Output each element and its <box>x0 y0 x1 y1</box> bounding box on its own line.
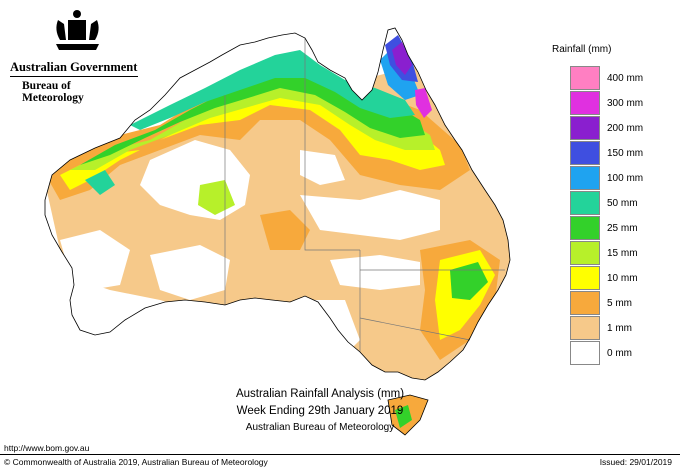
legend-swatch <box>570 241 600 265</box>
legend-label: 100 mm <box>607 173 644 184</box>
bureau-title: Bureau of Meteorology <box>22 80 84 104</box>
legend-swatch <box>570 166 600 190</box>
government-title: Australian Government <box>10 60 138 74</box>
legend-label: 25 mm <box>607 223 638 234</box>
legend-swatch <box>570 141 600 165</box>
logo-divider <box>10 76 138 77</box>
legend-swatch <box>570 291 600 315</box>
legend-title: Rainfall (mm) <box>552 44 612 55</box>
map-subtitle: Week Ending 29th January 2019 <box>236 405 404 417</box>
legend-label: 300 mm <box>607 98 644 109</box>
map-credit: Australian Bureau of Meteorology <box>245 422 395 433</box>
legend-label: 15 mm <box>607 248 638 259</box>
bom-logo: Australian Government Bureau of Meteorol… <box>10 8 138 104</box>
legend-swatch <box>570 216 600 240</box>
legend-swatch <box>570 341 600 365</box>
legend-swatch <box>570 91 600 115</box>
footer-divider <box>0 454 680 455</box>
legend-label: 5 mm <box>607 298 632 309</box>
legend-label: 1 mm <box>607 323 632 334</box>
legend-label: 0 mm <box>607 348 632 359</box>
legend-swatch <box>570 116 600 140</box>
legend-label: 10 mm <box>607 273 638 284</box>
footer-issued: Issued: 29/01/2019 <box>599 457 672 467</box>
legend-label: 400 mm <box>607 73 644 84</box>
legend-label: 200 mm <box>607 123 644 134</box>
legend-swatch <box>570 266 600 290</box>
legend-swatch <box>570 316 600 340</box>
footer-url: http://www.bom.gov.au <box>4 443 90 453</box>
legend-label: 150 mm <box>607 148 644 159</box>
footer-copyright: © Commonwealth of Australia 2019, Austra… <box>4 457 268 467</box>
legend-label: 50 mm <box>607 198 638 209</box>
coat-of-arms-icon <box>56 10 99 50</box>
legend-swatch <box>570 66 600 90</box>
legend-swatch <box>570 191 600 215</box>
map-title: Australian Rainfall Analysis (mm) <box>235 388 405 400</box>
